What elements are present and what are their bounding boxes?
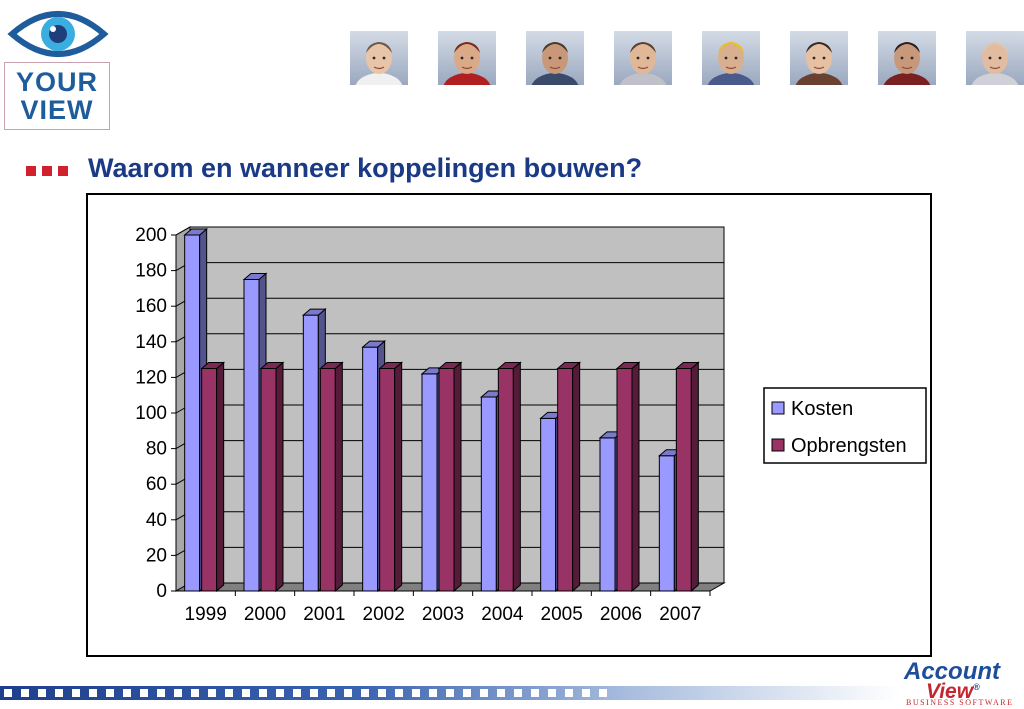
footer-square: [361, 689, 369, 697]
y-tick-label: 180: [135, 261, 167, 282]
person-photo-icon: [438, 31, 496, 85]
footer-square: [582, 689, 590, 697]
bar-opbrengsten-2001: [318, 361, 344, 593]
footer-square: [72, 689, 80, 697]
footer-square: [599, 689, 607, 697]
y-tick-label: 160: [135, 296, 167, 317]
header-photo-strip: [350, 31, 1024, 86]
footer-square: [344, 689, 352, 697]
footer-square: [531, 689, 539, 697]
brand-tagline: BUSINESS SOFTWARE: [906, 698, 1014, 707]
y-tick-label: 0: [156, 581, 167, 602]
brand-line-1: Account: [904, 658, 1000, 685]
logo-text-box: [4, 62, 110, 130]
brand-mark: ®: [973, 682, 980, 692]
footer-square: [276, 689, 284, 697]
title-bullet: [42, 166, 52, 176]
footer-square: [174, 689, 182, 697]
y-tick-label: 80: [146, 439, 167, 460]
x-tick-label: 1999: [185, 604, 227, 625]
footer-square: [378, 689, 386, 697]
x-tick-label: 2007: [659, 604, 701, 625]
footer-square: [548, 689, 556, 697]
footer-square: [497, 689, 505, 697]
footer-square: [157, 689, 165, 697]
bar-opbrengsten-2002: [378, 361, 404, 593]
y-tick-label: 100: [135, 403, 167, 424]
footer-square: [191, 689, 199, 697]
eye-icon: [7, 11, 109, 57]
footer-square: [4, 689, 12, 697]
footer-square: [395, 689, 403, 697]
bar-opbrengsten-2004: [496, 361, 522, 593]
footer-strip: [0, 686, 900, 700]
footer-square: [412, 689, 420, 697]
footer-square: [310, 689, 318, 697]
y-tick-label: 40: [146, 510, 167, 531]
accountview-logo: Account View® BUSINESS SOFTWARE: [900, 660, 1018, 708]
x-tick-label: 2001: [303, 604, 345, 625]
y-tick-label: 20: [146, 545, 167, 566]
bar-opbrengsten-2007: [674, 361, 700, 593]
x-tick-label: 2006: [600, 604, 642, 625]
footer-square: [429, 689, 437, 697]
footer-square: [463, 689, 471, 697]
footer-square: [208, 689, 216, 697]
bar-opbrengsten-2000: [259, 361, 285, 593]
person-photo-icon: [702, 31, 760, 85]
your-view-logo: YOUR VIEW: [4, 4, 112, 130]
footer-square: [140, 689, 148, 697]
y-tick-label: 140: [135, 332, 167, 353]
legend-label: Opbrengsten: [791, 435, 907, 457]
title-bullet: [26, 166, 36, 176]
bar-opbrengsten-1999: [200, 361, 226, 593]
x-tick-label: 2003: [422, 604, 464, 625]
x-tick-label: 2002: [363, 604, 405, 625]
logo-word-2: VIEW: [20, 95, 94, 125]
person-photo-icon: [526, 31, 584, 85]
footer-square: [225, 689, 233, 697]
slide-title: Waarom en wanneer koppelingen bouwen?: [88, 153, 643, 183]
footer-square: [55, 689, 63, 697]
x-tick-label: 2004: [481, 604, 524, 625]
x-tick-label: 2000: [244, 604, 286, 625]
brand-line-2-wrap: View®: [926, 676, 980, 703]
bar-opbrengsten-2006: [615, 361, 641, 593]
footer-square: [123, 689, 131, 697]
footer-square: [514, 689, 522, 697]
footer-square: [480, 689, 488, 697]
legend-swatch: [771, 401, 785, 415]
person-photo-icon: [614, 31, 672, 85]
footer-square: [38, 689, 46, 697]
gridline-side: [175, 226, 191, 236]
title-bullet: [58, 166, 68, 176]
legend-label: Kosten: [791, 398, 853, 420]
y-tick-label: 120: [135, 367, 167, 388]
brand-line-2: View: [926, 680, 974, 703]
y-tick-label: 60: [146, 474, 167, 495]
footer-square: [242, 689, 250, 697]
footer-square: [106, 689, 114, 697]
footer-square: [293, 689, 301, 697]
chart-legend: [763, 387, 927, 464]
footer-square: [21, 689, 29, 697]
chart-frame: 0 20 40 60 80 100 120 140 160 180 200 1999 2000 2001 2…: [86, 193, 932, 657]
logo-word-1: YOUR: [15, 67, 98, 97]
footer-square: [259, 689, 267, 697]
person-photo-icon: [350, 31, 408, 85]
footer-square: [446, 689, 454, 697]
person-photo-icon: [878, 31, 936, 85]
bar-chart: 0 20 40 60 80 100 120 140 160 180 200 1999 2000 2001 2…: [135, 225, 927, 625]
legend-swatch: [771, 438, 785, 452]
x-tick-label: 2005: [541, 604, 583, 625]
bar-opbrengsten-2005: [556, 361, 582, 593]
title-bullets: [26, 166, 72, 176]
person-photo-icon: [790, 31, 848, 85]
footer-square: [565, 689, 573, 697]
person-photo-icon: [966, 31, 1024, 85]
footer-square: [327, 689, 335, 697]
footer-square: [89, 689, 97, 697]
bar-opbrengsten-2003: [437, 361, 463, 593]
y-tick-label: 200: [135, 225, 167, 246]
